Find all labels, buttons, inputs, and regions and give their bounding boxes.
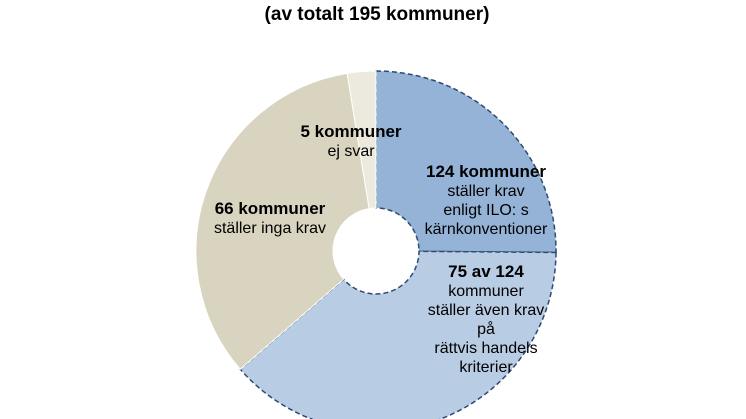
slice-label-inga-krav: 66 kommuner ställer inga krav xyxy=(214,199,326,237)
labels-group: 124 kommuner ställer krav enligt ILO: s kär… xyxy=(214,122,548,376)
slice-ej-svar xyxy=(346,70,377,210)
slice-label-rattvis: 75 av 124 kommuner ställer även krav på rätt… xyxy=(428,262,545,376)
slice-label-ilo-only: 124 kommuner ställer krav enligt ILO: s kär… xyxy=(425,162,548,238)
slices-group xyxy=(195,70,557,419)
slice-inga-krav xyxy=(195,72,370,370)
chart-title: (av totalt 195 kommuner) xyxy=(265,4,490,25)
slice-rattvis xyxy=(239,250,557,419)
slice-label-ej-svar: 5 kommuner ej svar xyxy=(300,122,401,160)
slice-ilo-only xyxy=(375,70,557,254)
